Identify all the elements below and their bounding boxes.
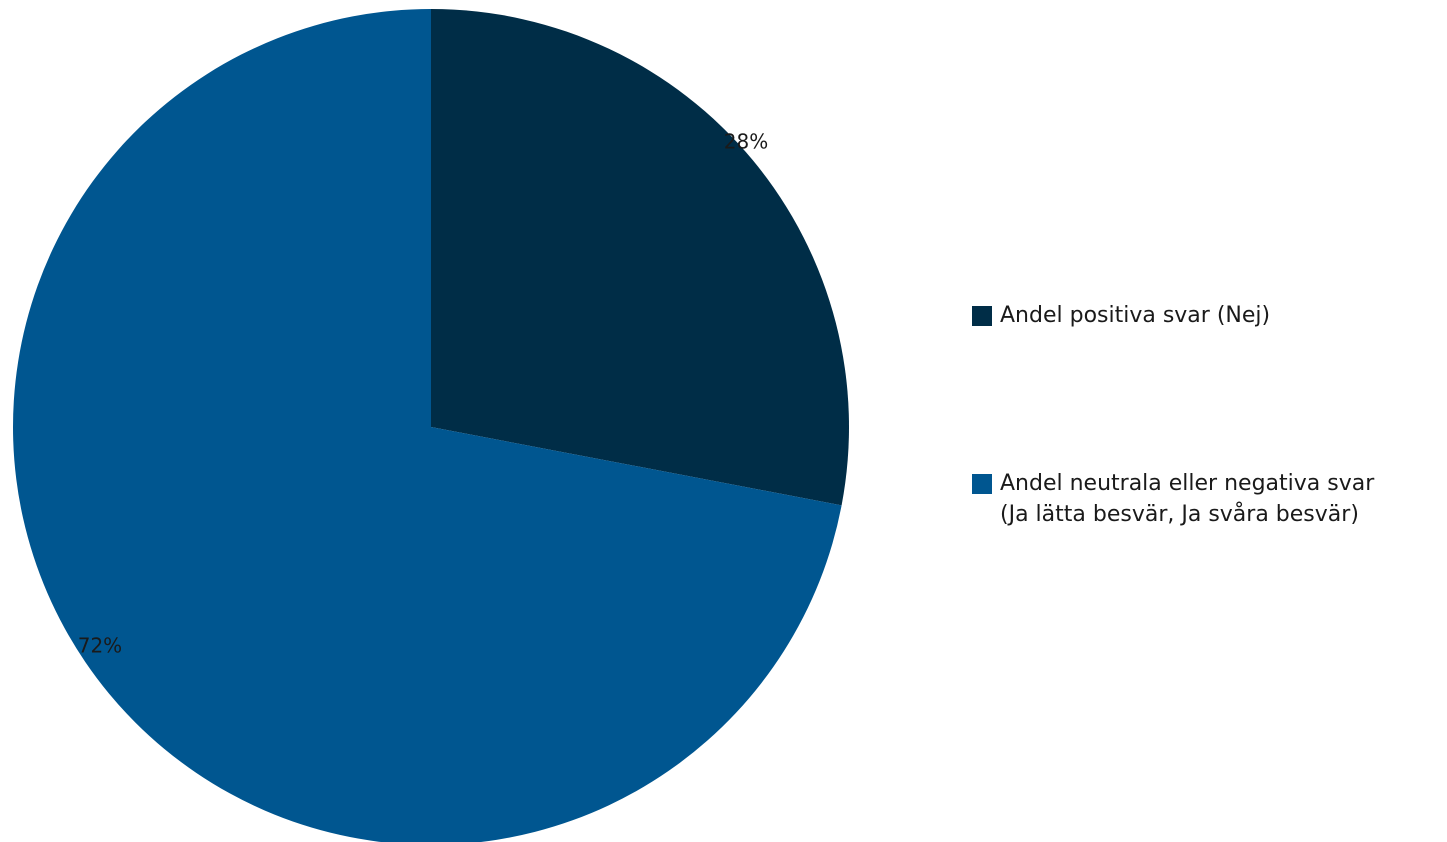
pie-slice-positive <box>431 9 849 506</box>
data-label-neutral-negative: 72% <box>78 633 122 657</box>
legend-label-neutral-negative: Andel neutrala eller negativa svar (Ja l… <box>1000 471 1375 527</box>
legend: Andel positiva svar (Nej) Andel neutrala… <box>972 300 1442 530</box>
legend-swatch-neutral-negative <box>972 474 992 494</box>
pie-slice-neutral-negative <box>13 9 842 842</box>
legend-item-positive: Andel positiva svar (Nej) <box>972 300 1442 331</box>
legend-label-positive: Andel positiva svar (Nej) <box>1000 303 1271 328</box>
legend-item-neutral-negative: Andel neutrala eller negativa svar (Ja l… <box>972 468 1442 530</box>
data-label-positive: 28% <box>724 130 768 154</box>
legend-swatch-positive <box>972 306 992 326</box>
